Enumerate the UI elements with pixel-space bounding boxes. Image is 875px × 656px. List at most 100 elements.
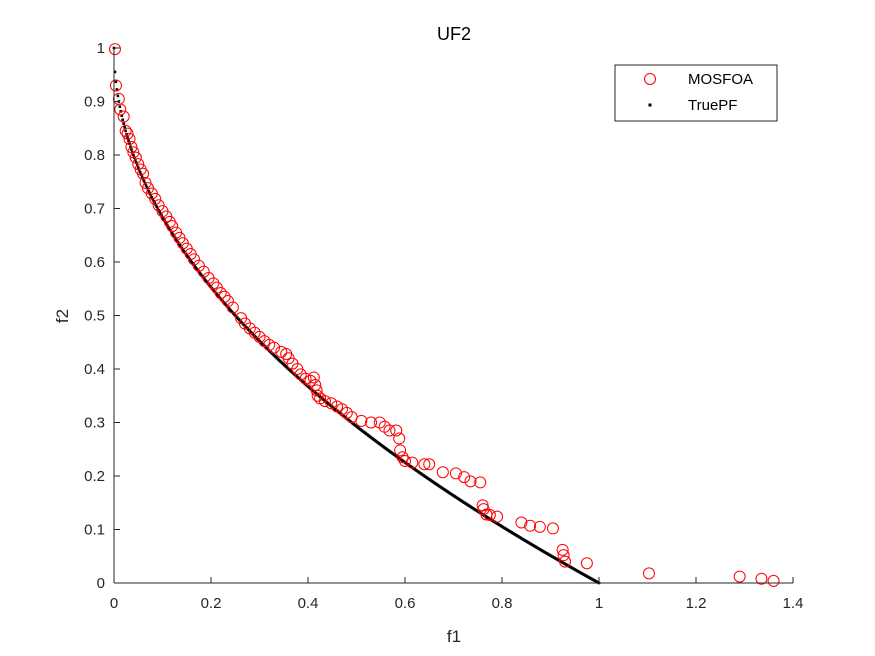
truepf-point [168, 228, 172, 232]
truepf-point [130, 148, 133, 151]
mosfoa-point [218, 290, 231, 303]
mosfoa-point [294, 368, 307, 381]
mosfoa-point [304, 374, 317, 387]
mosfoa-point [373, 416, 386, 429]
truepf-point [129, 145, 132, 148]
truepf-point [155, 205, 158, 209]
mosfoa-point [221, 295, 234, 308]
chart-title: UF2 [437, 24, 471, 44]
mosfoa-point [123, 132, 136, 145]
truepf-point [113, 70, 117, 74]
truepf-point [114, 80, 118, 84]
truepf-point [115, 88, 119, 91]
truepf-point [190, 260, 193, 264]
mosfoa-point [243, 322, 256, 335]
legend-marker-truepf [648, 103, 652, 107]
truepf-point [185, 253, 189, 257]
mosfoa-point [767, 574, 780, 587]
x-tick-label: 1.4 [783, 595, 804, 612]
truepf-point [128, 142, 131, 145]
truepf-point [121, 118, 125, 122]
truepf-point [126, 136, 129, 139]
x-tick-label: 0.6 [395, 595, 416, 612]
truepf-point [179, 245, 183, 249]
truepf-point [170, 232, 174, 235]
truepf-point [162, 217, 165, 221]
truepf-point [116, 94, 120, 98]
y-tick-label: 0.7 [84, 201, 105, 218]
truepf-point [191, 262, 194, 265]
truepf-point [167, 227, 171, 230]
mosfoa-point [109, 79, 122, 92]
mosfoa-point [483, 509, 496, 522]
truepf-point [150, 196, 154, 199]
truepf-point [118, 105, 122, 108]
mosfoa-point [642, 567, 655, 580]
y-tick-label: 0.9 [84, 94, 105, 111]
mosfoa-point [152, 199, 165, 212]
truepf-point [165, 222, 168, 226]
legend-box [614, 64, 778, 122]
truepf-point [140, 175, 144, 179]
truepf-point [193, 264, 196, 268]
truepf-point [136, 166, 140, 169]
y-tick-label: 1 [97, 40, 105, 57]
truepf-point [134, 158, 137, 162]
truepf-point [161, 215, 164, 219]
truepf-point [124, 129, 127, 133]
mosfoa-point [436, 466, 449, 479]
truepf-point [180, 246, 184, 250]
truepf-point [138, 171, 142, 174]
legend-marker-mosfoa [644, 73, 656, 85]
truepf-point [174, 238, 178, 241]
mosfoa-point [423, 458, 436, 471]
mosfoa-point [406, 456, 419, 469]
mosfoa-point [464, 475, 477, 488]
mosfoa-point [556, 543, 569, 556]
truepf-point [127, 139, 130, 142]
mosfoa-point [557, 549, 570, 562]
x-tick-label: 0.2 [201, 595, 222, 612]
y-tick-label: 0.5 [84, 308, 105, 325]
truepf-point [183, 251, 187, 254]
mosfoa-series [108, 43, 780, 587]
truepf-point [182, 249, 186, 253]
mosfoa-point [125, 140, 138, 153]
mosfoa-point [390, 424, 403, 437]
plot-area [114, 48, 793, 583]
x-axis-label: f1 [447, 627, 461, 646]
y-axis-label: f2 [53, 309, 72, 323]
mosfoa-point [474, 476, 487, 489]
truepf-point [166, 224, 169, 227]
truepf-point [171, 233, 175, 237]
mosfoa-point [524, 519, 537, 532]
truepf-point [186, 255, 190, 258]
mosfoa-point [310, 384, 323, 397]
mosfoa-point [149, 192, 162, 205]
truepf-point [158, 210, 161, 214]
mosfoa-point [365, 416, 378, 429]
truepf-point [147, 190, 151, 193]
mosfoa-point [559, 555, 572, 568]
mosfoa-point [268, 341, 281, 354]
mosfoa-point [307, 371, 320, 384]
truepf-point [122, 122, 125, 125]
mosfoa-point [207, 277, 220, 290]
truepf-point [189, 259, 192, 262]
mosfoa-point [214, 287, 227, 300]
truepf-point [132, 153, 135, 157]
mosfoa-point [114, 103, 127, 116]
mosfoa-point [340, 406, 353, 419]
mosfoa-point [396, 451, 409, 464]
mosfoa-point [108, 43, 121, 56]
mosfoa-point [318, 395, 331, 408]
mosfoa-point [515, 516, 528, 529]
mosfoa-point [733, 570, 746, 583]
mosfoa-point [399, 455, 411, 468]
mosfoa-point [166, 220, 179, 233]
mosfoa-point [139, 176, 152, 189]
mosfoa-point [226, 301, 239, 314]
mosfoa-point [393, 432, 406, 445]
mosfoa-point [383, 424, 396, 437]
